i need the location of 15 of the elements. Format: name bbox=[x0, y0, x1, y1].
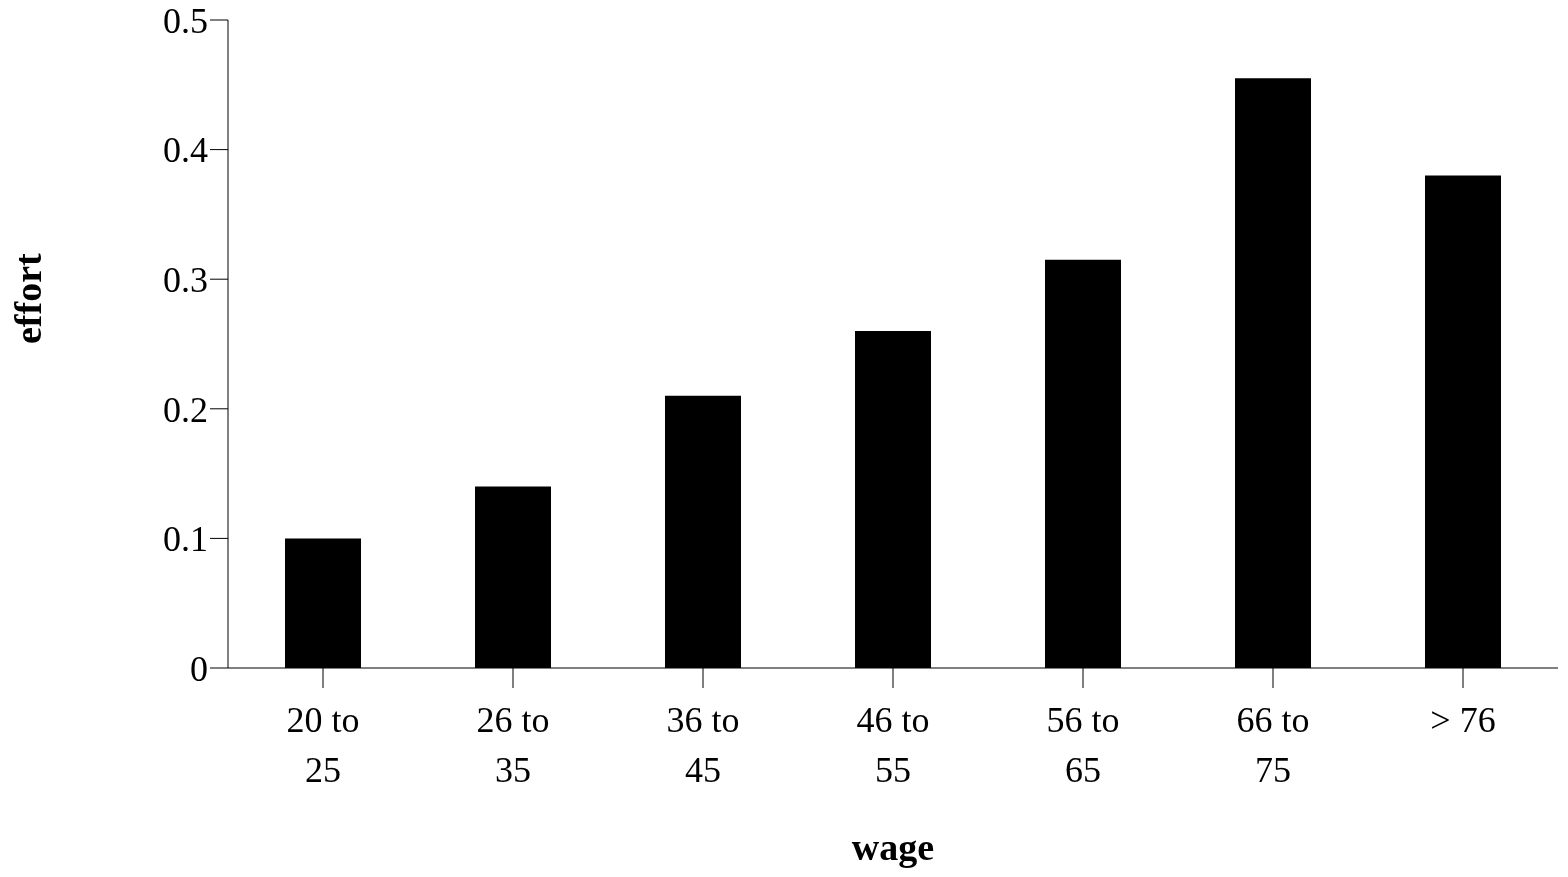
x-tick-label: > 76 bbox=[1430, 700, 1496, 740]
y-tick-label: 0.5 bbox=[163, 0, 208, 41]
y-tick-label: 0.3 bbox=[163, 259, 208, 300]
y-tick-label: 0 bbox=[190, 648, 208, 689]
y-axis-title: effort bbox=[7, 252, 50, 344]
x-tick-label: 36 to 45 bbox=[666, 700, 740, 790]
x-tick-label: 56 to 65 bbox=[1046, 700, 1120, 790]
y-tick-label: 0.4 bbox=[163, 130, 208, 171]
y-tick-label: 0.2 bbox=[163, 389, 208, 430]
y-tick-label: 0.1 bbox=[163, 519, 208, 560]
x-tick-label: 26 to 35 bbox=[476, 700, 550, 790]
x-axis-title: wage bbox=[851, 826, 935, 868]
x-tick-label: 66 to 75 bbox=[1236, 700, 1310, 790]
x-tick-label: 20 to 25 bbox=[286, 700, 360, 790]
x-tick-label: 46 to 55 bbox=[856, 700, 930, 790]
